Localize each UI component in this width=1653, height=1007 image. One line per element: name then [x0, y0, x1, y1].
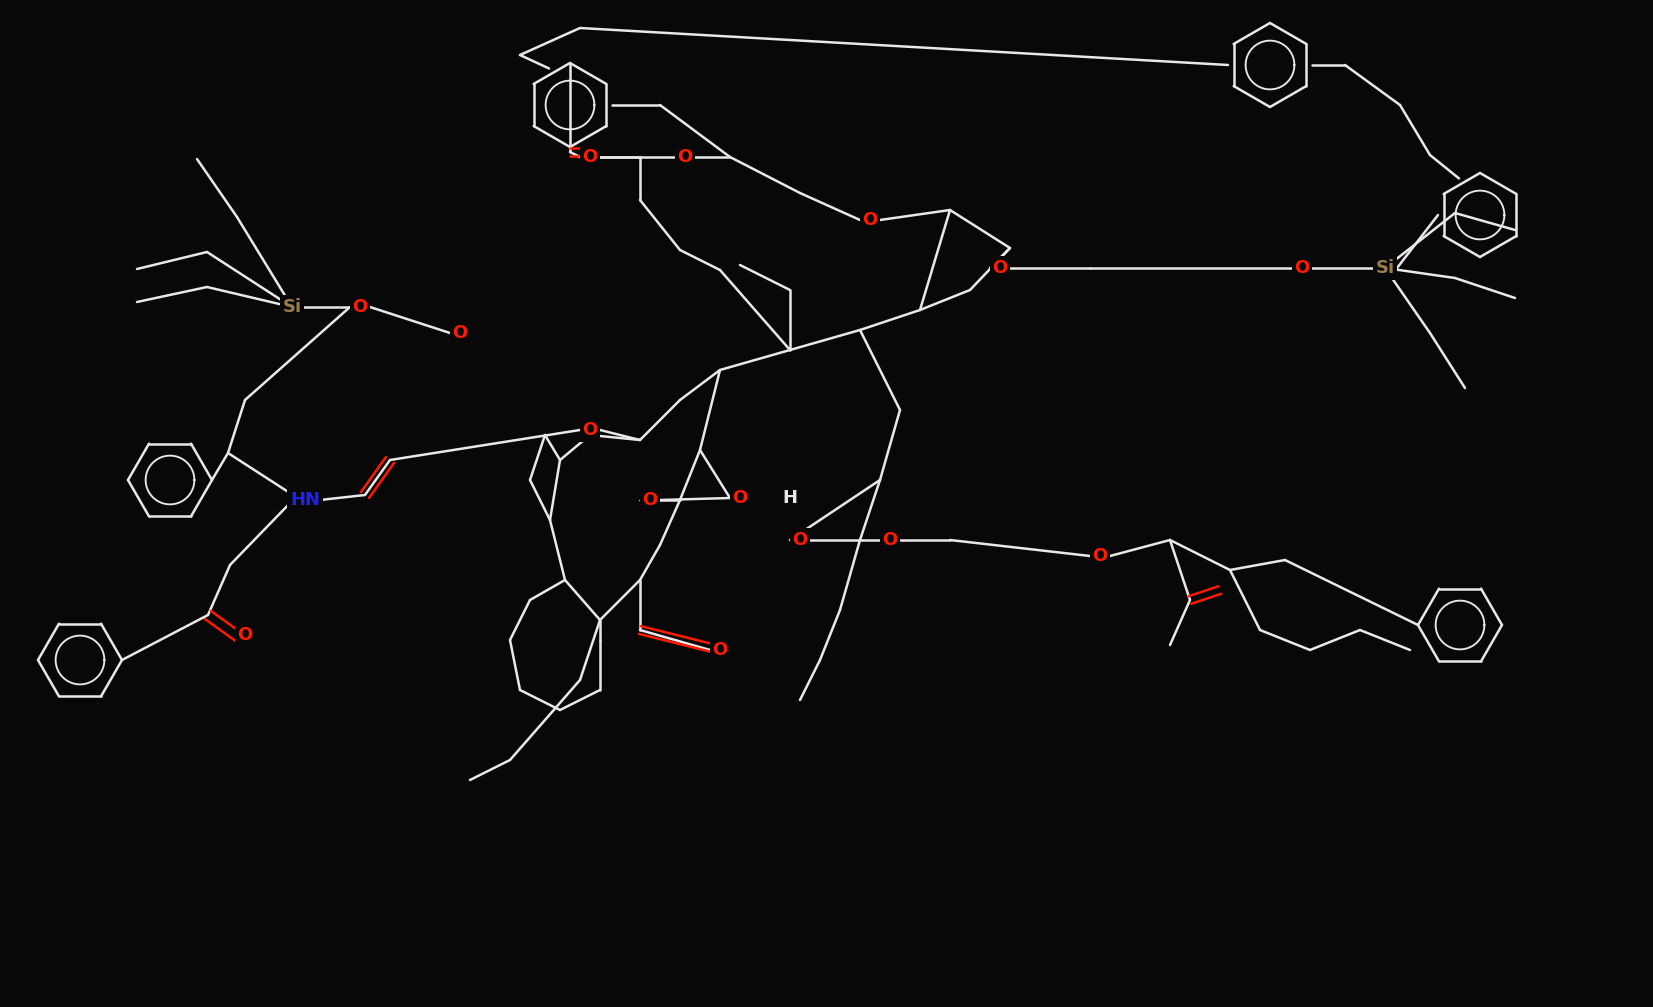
Text: O: O: [582, 421, 598, 439]
Text: O: O: [238, 626, 253, 644]
Text: O: O: [1093, 547, 1108, 565]
Text: Si: Si: [1375, 259, 1395, 277]
Text: O: O: [352, 298, 367, 316]
Text: HN: HN: [289, 491, 321, 509]
Text: O: O: [238, 626, 253, 644]
Text: O: O: [712, 641, 727, 659]
Text: O: O: [732, 489, 747, 507]
Text: H: H: [782, 489, 797, 507]
Text: O: O: [643, 491, 658, 509]
Text: O: O: [678, 148, 693, 166]
Text: H: H: [782, 489, 797, 507]
Text: O: O: [453, 324, 468, 342]
Text: O: O: [352, 298, 367, 316]
Text: O: O: [678, 148, 693, 166]
Text: O: O: [732, 489, 747, 507]
Text: O: O: [1294, 259, 1309, 277]
Text: Si: Si: [1375, 259, 1395, 277]
Text: O: O: [883, 531, 898, 549]
Text: O: O: [992, 259, 1008, 277]
Text: Si: Si: [283, 298, 301, 316]
Text: O: O: [863, 211, 878, 229]
Text: O: O: [582, 148, 598, 166]
Text: HN: HN: [289, 491, 321, 509]
Text: O: O: [1294, 259, 1309, 277]
Text: Si: Si: [283, 298, 301, 316]
Text: O: O: [883, 531, 898, 549]
Text: O: O: [712, 641, 727, 659]
Text: O: O: [992, 259, 1008, 277]
Text: O: O: [792, 531, 808, 549]
Text: O: O: [1093, 547, 1108, 565]
Text: O: O: [863, 211, 878, 229]
Text: O: O: [582, 148, 598, 166]
Text: O: O: [582, 421, 598, 439]
Text: O: O: [453, 324, 468, 342]
Text: O: O: [792, 531, 808, 549]
Text: O: O: [643, 491, 658, 509]
